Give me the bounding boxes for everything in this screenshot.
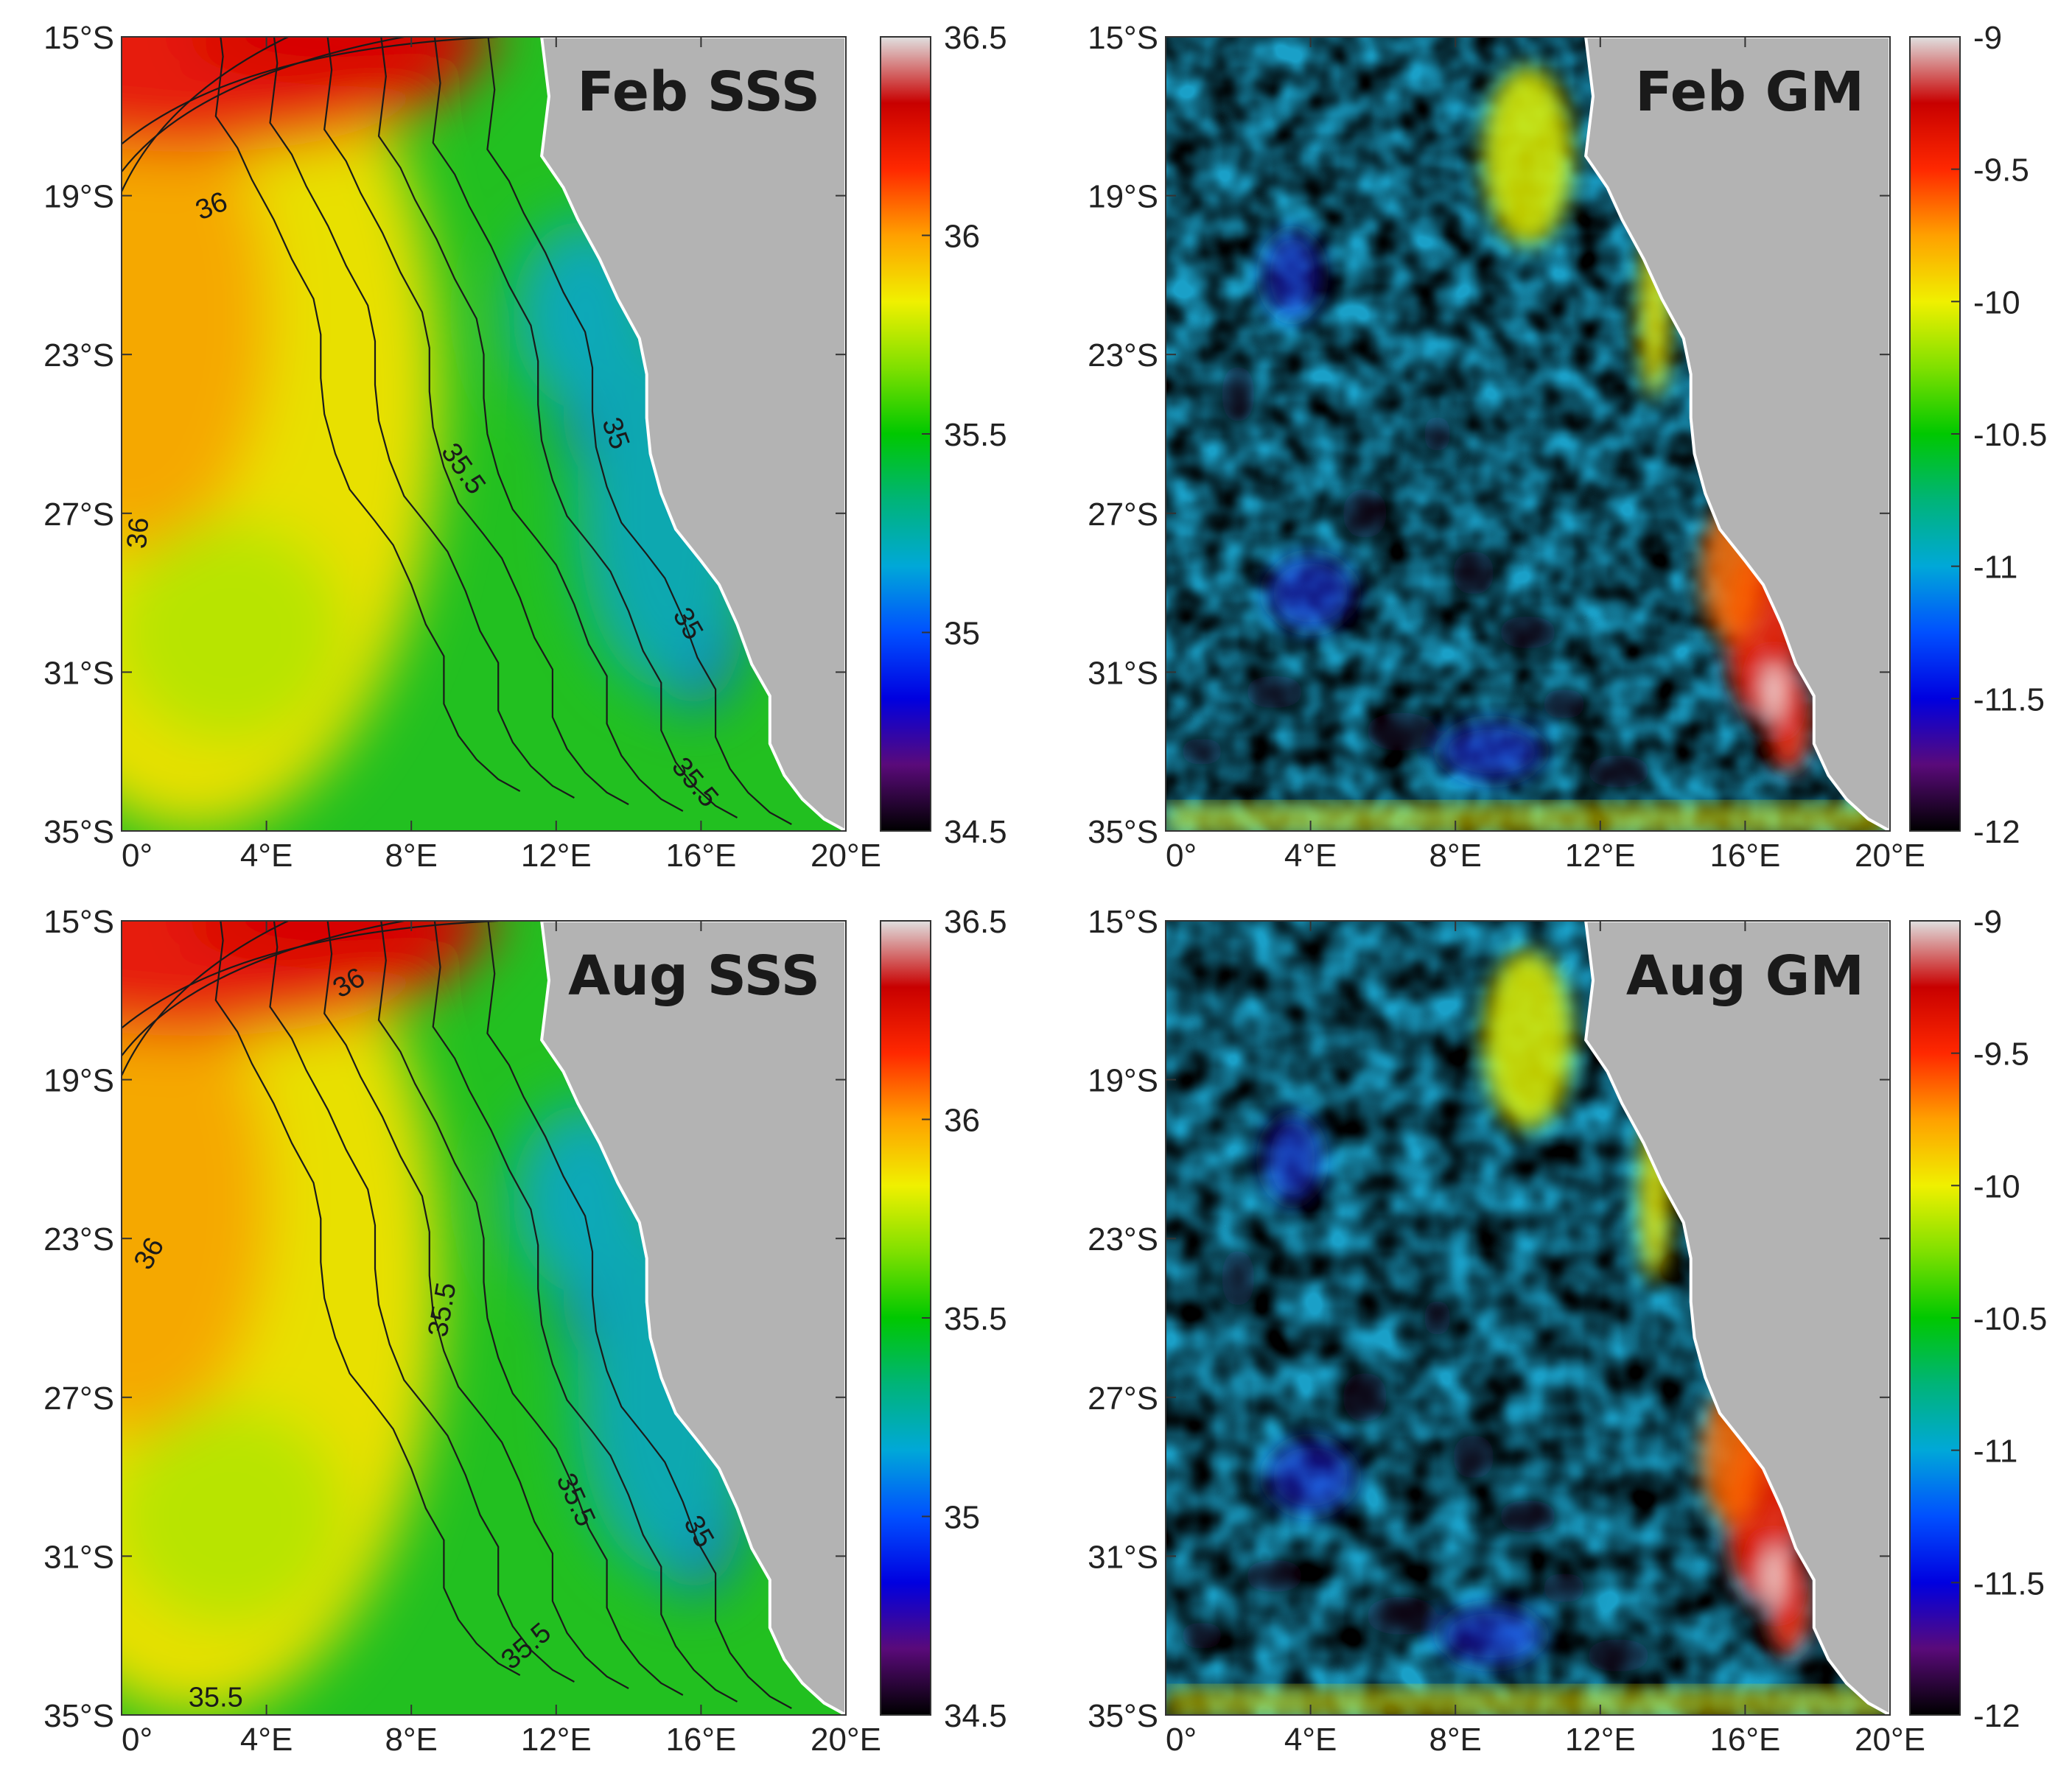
y-tick-label: 23°S	[1088, 1221, 1158, 1257]
colorbar-tick-label: 34.5	[944, 1698, 1007, 1734]
colorbar-tick-label: 35	[944, 616, 980, 652]
y-tick-label: 23°S	[43, 337, 114, 373]
x-tick-label: 12°E	[521, 838, 592, 874]
x-tick-label: 0°	[1166, 1722, 1197, 1758]
x-tick-label: 20°E	[811, 838, 881, 874]
x-tick-label: 8°E	[1429, 838, 1481, 874]
x-tick-label: 8°E	[385, 1722, 437, 1758]
x-tick-label: 12°E	[521, 1722, 592, 1758]
y-tick-label: 19°S	[43, 179, 114, 215]
colorbar-tick-label: -10	[1973, 1168, 2020, 1204]
x-tick-label: 4°E	[240, 838, 293, 874]
colorbar-tick-label: 34.5	[944, 814, 1007, 850]
colorbar-tick-label: -11.5	[1973, 681, 2045, 718]
panel-feb-gm: 0° 4°E 8°E 12°E 16°E 20°E 15°S 19°S 23°S 27°S 31°S…	[1088, 20, 2047, 874]
y-tick-label: 23°S	[1088, 337, 1158, 373]
y-tick-label: 15°S	[1088, 20, 1158, 56]
colorbar-tick-label: -10	[1973, 284, 2020, 320]
map-frame	[121, 920, 847, 1716]
x-tick-label: 20°E	[1855, 1722, 1925, 1758]
y-tick-label: 31°S	[43, 1539, 114, 1575]
map-frame	[1165, 920, 1891, 1716]
map-frame	[121, 36, 847, 832]
y-tick-label: 27°S	[43, 497, 114, 533]
y-tick-label: 35°S	[1088, 1698, 1158, 1734]
x-tick-label: 16°E	[665, 838, 736, 874]
colorbar-tick-label: 35.5	[944, 1301, 1007, 1337]
y-tick-label: 35°S	[43, 814, 114, 850]
colorbar-tick-label: 35	[944, 1500, 980, 1536]
map-field	[1166, 921, 1890, 1715]
x-tick-label: 20°E	[1855, 838, 1925, 874]
x-tick-label: 20°E	[811, 1722, 881, 1758]
land-mask	[1584, 37, 1890, 831]
x-tick-label: 16°E	[1709, 838, 1780, 874]
colorbar-tick-label: -9	[1973, 20, 2002, 56]
contour-label: 35.5	[189, 1682, 243, 1713]
map-field	[1166, 37, 1890, 831]
x-tick-label: 4°E	[1284, 838, 1337, 874]
colorbar-tick-label: -10.5	[1973, 417, 2047, 453]
y-tick-label: 31°S	[43, 655, 114, 691]
y-tick-label: 27°S	[1088, 497, 1158, 533]
x-tick-label: 0°	[1166, 838, 1197, 874]
colorbar-tick-label: -12	[1973, 814, 2020, 850]
y-tick-label: 35°S	[43, 1698, 114, 1734]
colorbar-tick-label: 36	[944, 219, 980, 255]
panel-title: Aug GM	[1626, 944, 1864, 1008]
contour-label: 36	[122, 516, 155, 550]
panel-title: Aug SSS	[568, 944, 820, 1008]
land-mask	[540, 921, 846, 1715]
y-tick-label: 15°S	[1088, 904, 1158, 940]
land-mask	[1584, 921, 1890, 1715]
y-tick-label: 19°S	[1088, 179, 1158, 215]
x-tick-label: 8°E	[1429, 1722, 1481, 1758]
map-field	[122, 37, 846, 831]
map-field	[122, 921, 846, 1715]
colorbar-tick-label: 36.5	[944, 20, 1007, 56]
colorbar-tick-label: -9.5	[1973, 152, 2029, 189]
x-tick-label: 4°E	[240, 1722, 293, 1758]
colorbar-tick-label: 36	[944, 1103, 980, 1139]
colorbar-tick-label: 35.5	[944, 417, 1007, 453]
colorbar-tick-label: -11.5	[1973, 1565, 2045, 1602]
y-tick-label: 23°S	[43, 1221, 114, 1257]
y-tick-label: 27°S	[1088, 1381, 1158, 1417]
colorbar-tick-label: -9	[1973, 904, 2002, 940]
y-tick-label: 19°S	[1088, 1063, 1158, 1099]
y-tick-label: 27°S	[43, 1381, 114, 1417]
colorbar-tick-label: -10.5	[1973, 1301, 2047, 1337]
colorbar-tick-label: -11	[1973, 1434, 2017, 1470]
y-tick-label: 19°S	[43, 1063, 114, 1099]
colorbar-tick-label: 36.5	[944, 904, 1007, 940]
panel-title: Feb SSS	[577, 60, 820, 124]
x-tick-label: 0°	[122, 1722, 153, 1758]
colorbar-tick-label: -9.5	[1973, 1036, 2029, 1073]
y-tick-label: 31°S	[1088, 1539, 1158, 1575]
x-tick-label: 12°E	[1565, 838, 1636, 874]
map-frame	[1165, 36, 1891, 832]
panel-aug-gm: 0° 4°E 8°E 12°E 16°E 20°E 15°S 19°S 23°S 27°S 31°S…	[1088, 904, 2047, 1758]
panel-title: Feb GM	[1635, 60, 1864, 124]
x-tick-label: 12°E	[1565, 1722, 1636, 1758]
y-tick-label: 15°S	[43, 904, 114, 940]
land-mask	[540, 37, 846, 831]
x-tick-label: 16°E	[1709, 1722, 1780, 1758]
colorbar-tick-label: -12	[1973, 1698, 2020, 1734]
x-tick-label: 8°E	[385, 838, 437, 874]
y-tick-label: 35°S	[1088, 814, 1158, 850]
y-tick-label: 15°S	[43, 20, 114, 56]
x-tick-label: 4°E	[1284, 1722, 1337, 1758]
x-tick-label: 0°	[122, 838, 153, 874]
y-tick-label: 31°S	[1088, 655, 1158, 691]
colorbar-tick-label: -11	[1973, 550, 2017, 586]
x-tick-label: 16°E	[665, 1722, 736, 1758]
